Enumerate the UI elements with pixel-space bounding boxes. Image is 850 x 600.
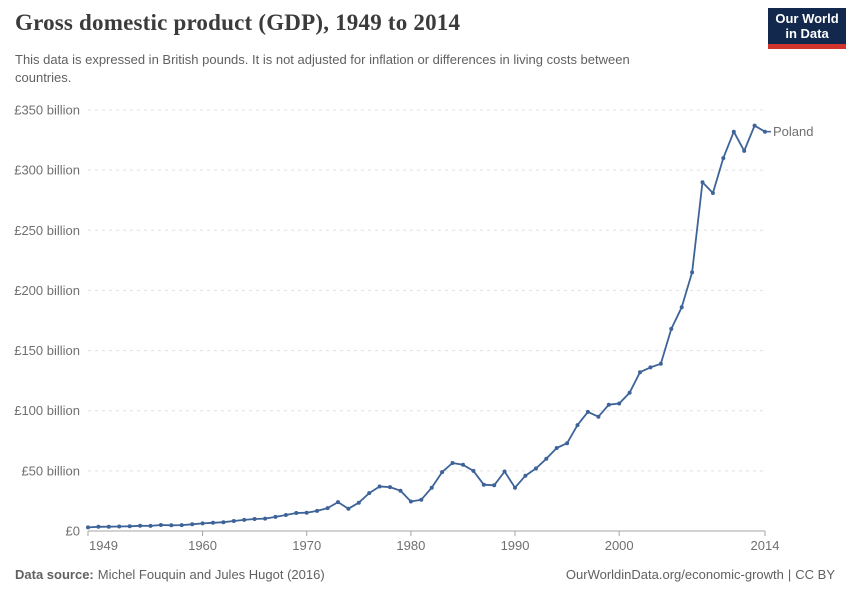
owid-logo-line-2: in Data [785, 26, 829, 41]
data-point [200, 521, 205, 526]
data-point [158, 523, 163, 527]
separator: | [787, 567, 792, 582]
data-point [377, 484, 382, 489]
data-point [721, 156, 726, 161]
data-point [169, 523, 174, 528]
data-point [221, 520, 226, 525]
data-point [283, 513, 288, 517]
data-point [127, 524, 132, 529]
x-tick-label: 2014 [751, 538, 780, 553]
data-point [690, 270, 695, 275]
subtitle-line-2: countries. [15, 70, 72, 85]
data-point [429, 485, 434, 490]
data-point [398, 488, 403, 493]
series-label: Poland [773, 124, 813, 139]
data-point [544, 456, 549, 461]
y-tick-label: £50 billion [21, 463, 80, 478]
license-link[interactable]: CC BY [795, 567, 835, 582]
y-tick-label: £200 billion [14, 283, 80, 298]
data-point [461, 462, 465, 467]
attribution-note: OurWorldinData.org/economic-growth | CC BY [566, 567, 835, 582]
data-point [648, 365, 653, 370]
chart-subtitle: This data is expressed in British pounds… [15, 51, 630, 87]
data-point [117, 524, 122, 529]
data-point [315, 508, 320, 513]
x-tick-label: 2000 [605, 538, 634, 553]
data-point [450, 461, 455, 465]
data-point [533, 466, 538, 471]
data-point [346, 506, 351, 511]
x-tick-label: 1970 [292, 538, 321, 553]
y-tick-label: £350 billion [14, 103, 80, 118]
data-point [304, 510, 309, 515]
data-point [700, 180, 705, 185]
x-tick-label: 1960 [188, 538, 217, 553]
data-point [575, 423, 580, 428]
owid-logo[interactable]: Our World in Data [768, 8, 846, 49]
x-tick-label: 1980 [396, 538, 425, 553]
data-point [585, 409, 590, 414]
owid-url-link[interactable]: OurWorldinData.org/economic-growth [565, 567, 784, 582]
data-source-value: Michel Fouquin and Jules Hugot (2016) [97, 567, 325, 582]
data-point [554, 446, 559, 450]
data-source-label: Data source: [15, 567, 94, 582]
data-point [763, 129, 767, 134]
y-tick-label: £0 [66, 524, 80, 539]
data-point [627, 390, 632, 395]
data-point [294, 511, 299, 515]
data-point [742, 148, 747, 153]
data-point [638, 370, 642, 375]
data-point [179, 523, 184, 528]
data-point [273, 514, 278, 519]
data-point [325, 506, 330, 511]
data-point [658, 361, 663, 366]
data-point [138, 523, 143, 528]
data-point [513, 485, 517, 490]
subtitle-line-1: This data is expressed in British pounds… [15, 52, 630, 67]
owid-logo-line-1: Our World [775, 11, 839, 26]
x-tick-label: 1990 [501, 538, 530, 553]
data-point [190, 522, 195, 527]
data-point [471, 468, 476, 473]
y-tick-label: £250 billion [14, 223, 80, 238]
data-point [388, 485, 392, 490]
data-point [606, 402, 611, 407]
data-point [263, 516, 268, 521]
data-point [336, 500, 340, 505]
data-point [367, 491, 372, 496]
data-point [211, 520, 215, 525]
data-point [710, 191, 715, 195]
data-point [252, 517, 257, 521]
y-tick-label: £100 billion [14, 403, 80, 418]
data-point [440, 470, 445, 475]
data-source-note: Data source: Michel Fouquin and Jules Hug… [15, 567, 325, 582]
data-point [492, 483, 497, 488]
y-tick-label: £300 billion [14, 163, 80, 178]
data-point [669, 326, 674, 331]
data-point [502, 469, 507, 474]
data-point [617, 401, 622, 406]
data-point [96, 524, 101, 529]
data-point [408, 499, 413, 504]
data-point [242, 517, 247, 522]
data-point [86, 525, 90, 530]
data-point [752, 123, 757, 128]
data-point [356, 500, 361, 505]
data-point [106, 524, 111, 529]
data-point [481, 482, 486, 487]
data-point [419, 497, 424, 502]
data-point [148, 523, 153, 528]
data-point [523, 473, 528, 478]
data-point [679, 305, 684, 310]
page-title: Gross domestic product (GDP), 1949 to 20… [15, 10, 461, 35]
data-point [565, 441, 570, 446]
chart-footer: Data source: Michel Fouquin and Jules Hug… [15, 567, 835, 582]
data-point [731, 129, 736, 134]
data-point [596, 414, 601, 419]
y-tick-label: £150 billion [14, 343, 80, 358]
data-line-poland [87, 124, 766, 529]
x-tick-label: 1949 [89, 538, 118, 553]
data-point [231, 519, 236, 523]
